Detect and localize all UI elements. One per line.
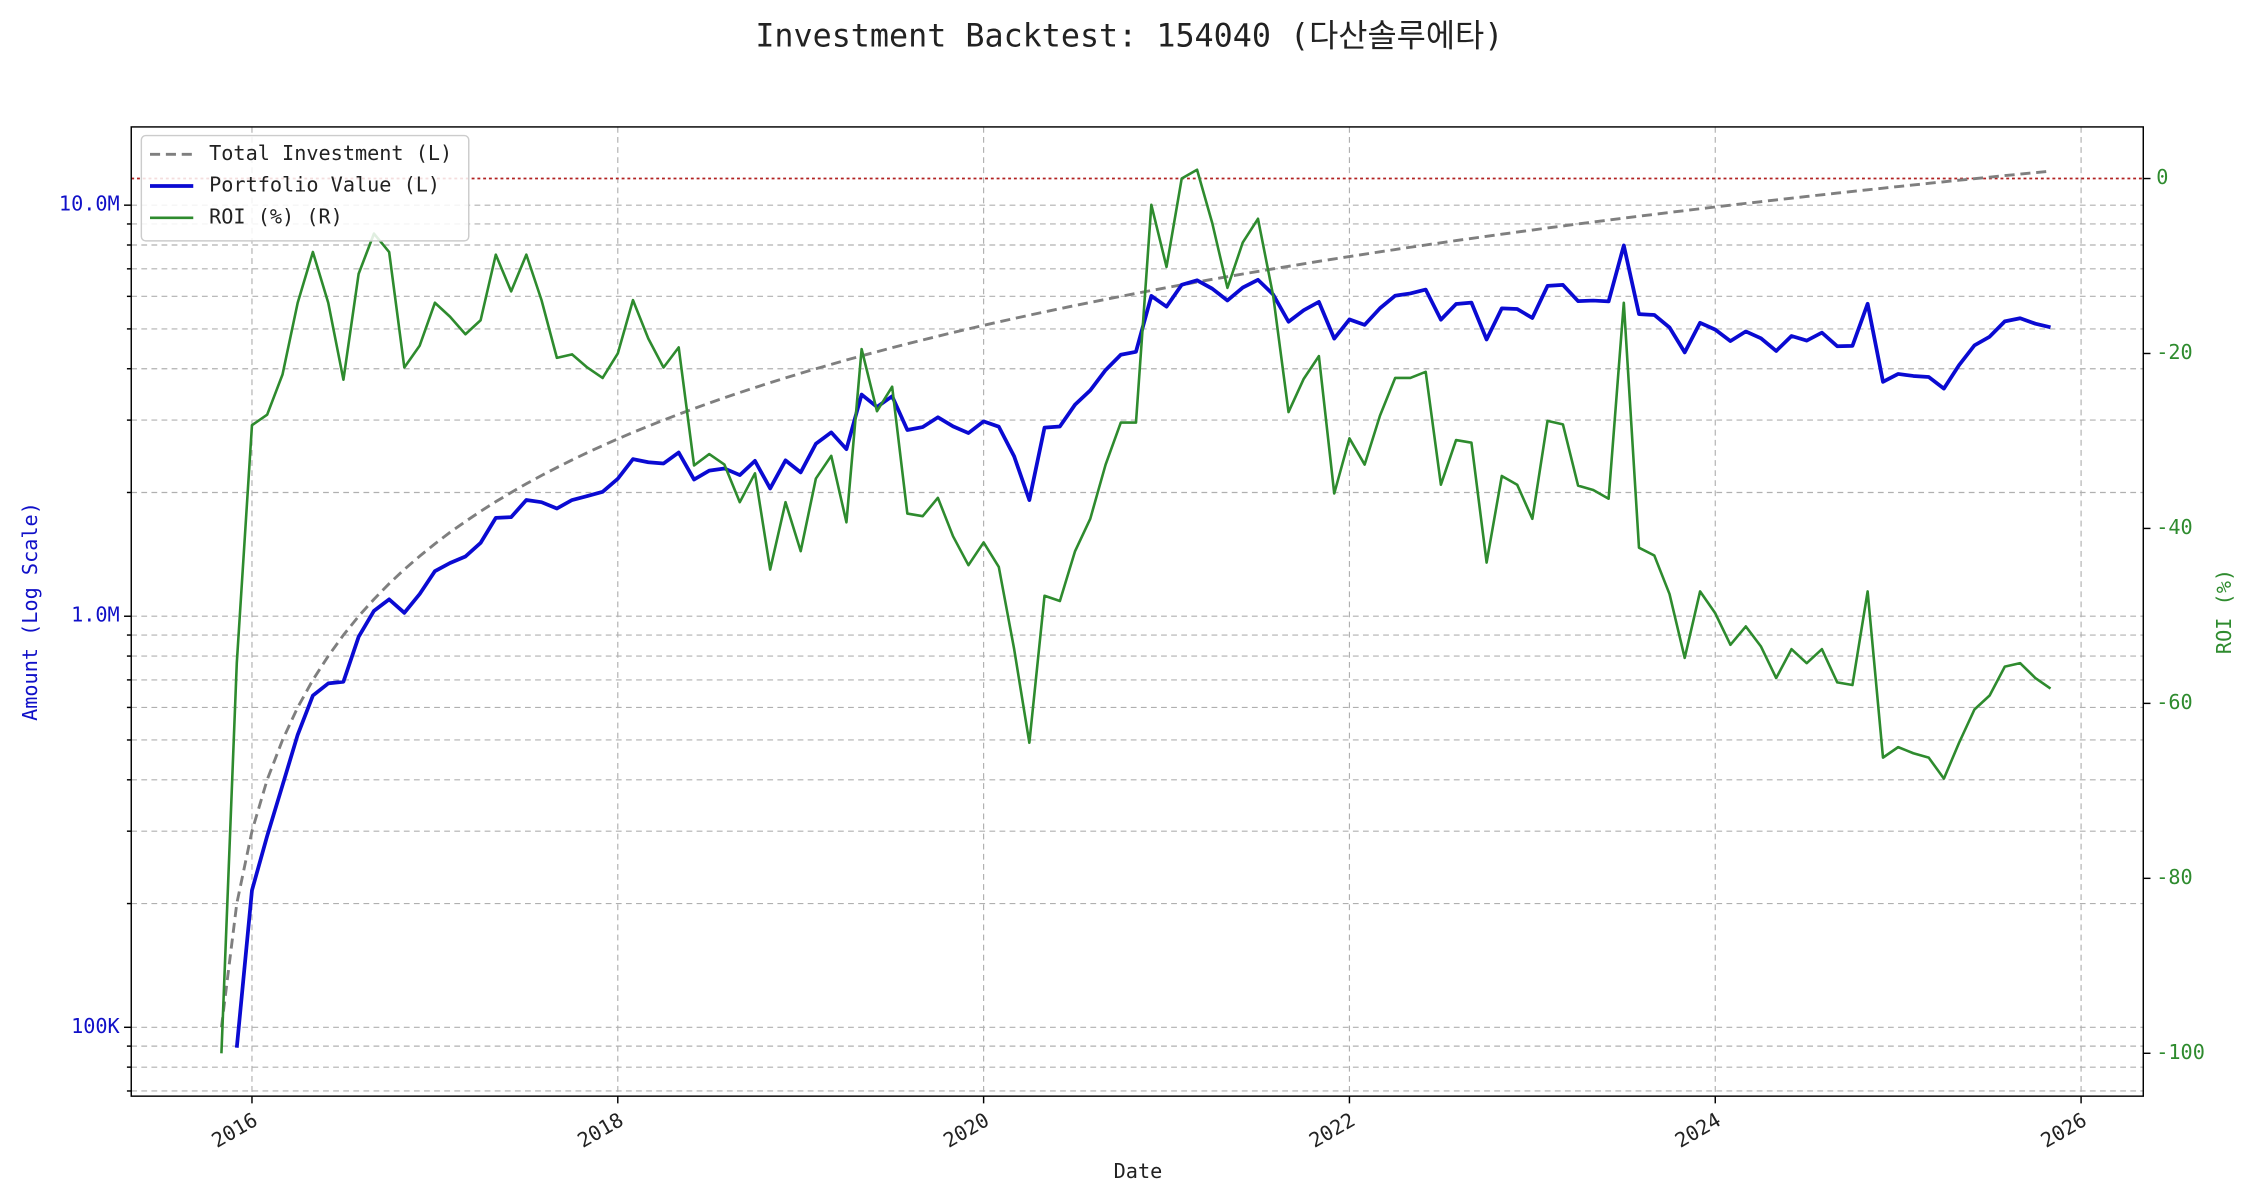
- x-tick-label: 2022: [1305, 1108, 1359, 1153]
- series-line: [219, 169, 2051, 1028]
- x-axis-label: Date: [1114, 1159, 1163, 1183]
- series-line: [234, 243, 2051, 1048]
- axes-frame: [130, 126, 2144, 1097]
- axes: 2016 2018 2020 2022 2024 2026 100K 1.0M 10.0M -10…: [59, 165, 2205, 1153]
- y2-tick-label: -100: [2156, 1040, 2205, 1064]
- legend: Total Investment (L) Portfolio Value (L) R…: [140, 134, 470, 242]
- grid: [131, 126, 2144, 1097]
- legend-label: ROI (%) (R): [209, 204, 343, 228]
- legend-label: Portfolio Value (L): [209, 173, 440, 197]
- y-tick-label: 10.0M: [59, 192, 120, 216]
- x-tick-label: 2020: [939, 1108, 993, 1153]
- y-axis-label: Amount (Log Scale): [18, 502, 42, 721]
- y2-axis-label: ROI (%): [2212, 569, 2236, 654]
- y2-tick-label: -80: [2156, 865, 2192, 889]
- y2-tick-label: -20: [2156, 340, 2192, 364]
- plot-area: [131, 168, 2144, 1054]
- y2-tick-label: -40: [2156, 515, 2192, 539]
- legend-box: [140, 134, 470, 242]
- y2-tick-label: 0: [2156, 165, 2168, 189]
- y-tick-label: 1.0M: [71, 603, 120, 627]
- chart-title: Investment Backtest: 154040 (다산솔루에타): [755, 19, 1503, 55]
- x-tick-label: 2018: [573, 1108, 627, 1153]
- legend-label: Total Investment (L): [209, 141, 452, 165]
- y-tick-label: 100K: [71, 1014, 120, 1038]
- y2-tick-label: -60: [2156, 690, 2192, 714]
- series-line: [220, 168, 2052, 1054]
- x-tick-label: 2016: [207, 1108, 261, 1153]
- x-tick-label: 2024: [1671, 1108, 1725, 1153]
- x-tick-label: 2026: [2037, 1108, 2091, 1153]
